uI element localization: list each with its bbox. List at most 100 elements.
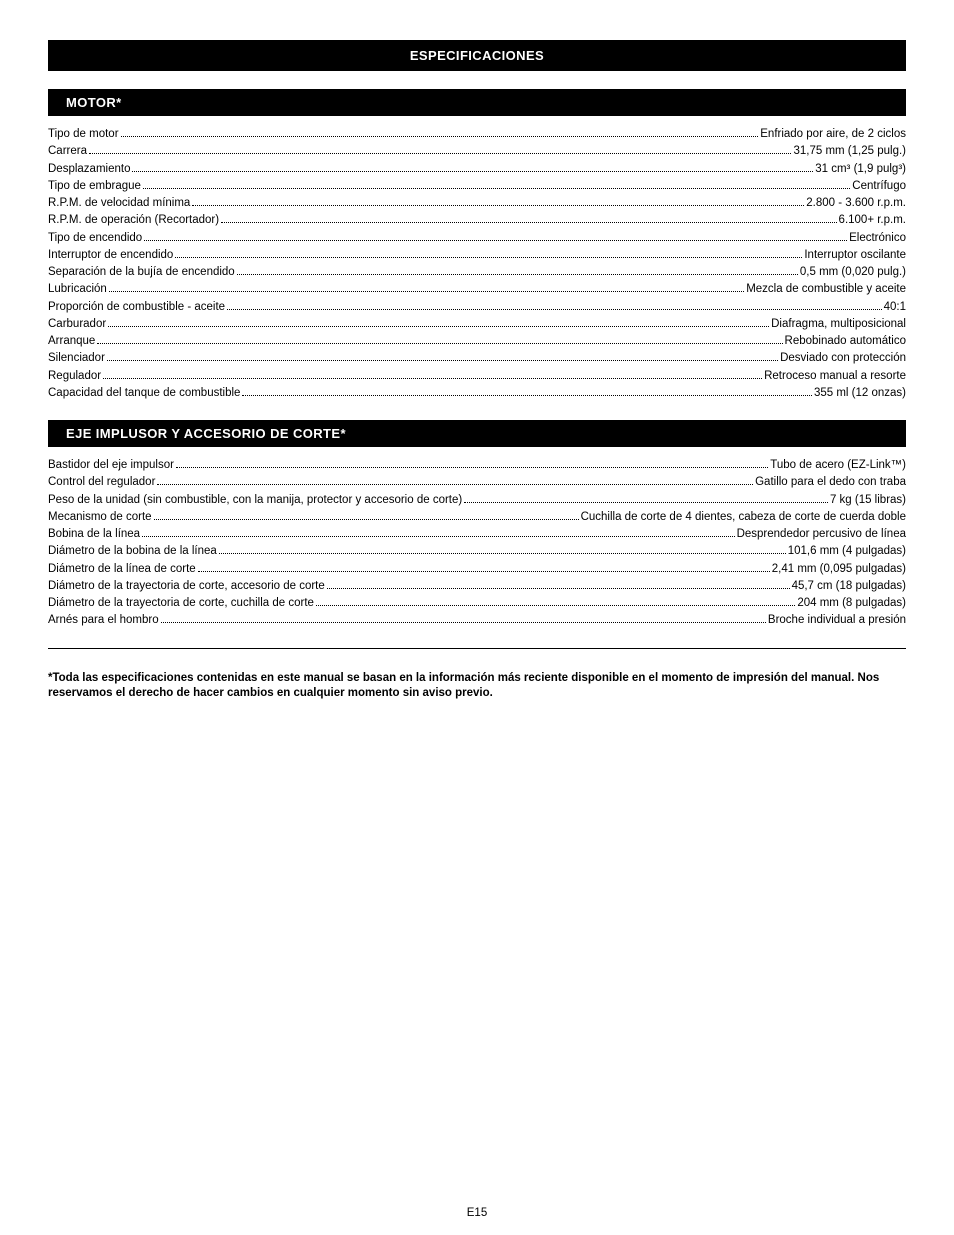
spec-row: Interruptor de encendido Interruptor osci… bbox=[48, 247, 906, 264]
dot-leader bbox=[107, 360, 778, 361]
spec-row: R.P.M. de operación (Recortador) 6.100+ r… bbox=[48, 212, 906, 229]
spec-value: Interruptor oscilante bbox=[804, 247, 906, 264]
spec-label: Tipo de encendido bbox=[48, 230, 142, 247]
spec-row: Peso de la unidad (sin combustible, con … bbox=[48, 492, 906, 509]
spec-value: 7 kg (15 libras) bbox=[830, 492, 906, 509]
dot-leader bbox=[221, 222, 836, 223]
spec-value: 40:1 bbox=[884, 299, 906, 316]
spec-label: Bobina de la línea bbox=[48, 526, 140, 543]
spec-label: Arnés para el hombro bbox=[48, 612, 159, 629]
spec-label: Carburador bbox=[48, 316, 106, 333]
spec-value: Centrífugo bbox=[852, 178, 906, 195]
spec-label: Separación de la bujía de encendido bbox=[48, 264, 235, 281]
dot-leader bbox=[154, 519, 579, 520]
spec-label: Capacidad del tanque de combustible bbox=[48, 385, 240, 402]
spec-label: Diámetro de la línea de corte bbox=[48, 561, 196, 578]
spec-label: Interruptor de encendido bbox=[48, 247, 173, 264]
dot-leader bbox=[103, 378, 762, 379]
spec-row: SilenciadorDesviado con protección bbox=[48, 350, 906, 367]
spec-row: Tipo de embrague Centrífugo bbox=[48, 178, 906, 195]
spec-row: Mecanismo de corte Cuchilla de corte de 4… bbox=[48, 509, 906, 526]
spec-row: Diámetro de la línea de corte 2,41 mm (0,… bbox=[48, 561, 906, 578]
spec-value: Electrónico bbox=[849, 230, 906, 247]
spec-row: Tipo de encendido Electrónico bbox=[48, 230, 906, 247]
spec-value: Desprendedor percusivo de línea bbox=[737, 526, 906, 543]
spec-label: Tipo de motor bbox=[48, 126, 119, 143]
dot-leader bbox=[89, 153, 792, 154]
spec-label: Mecanismo de corte bbox=[48, 509, 152, 526]
spec-label: Proporción de combustible - aceite bbox=[48, 299, 225, 316]
spec-row: Regulador Retroceso manual a resorte bbox=[48, 368, 906, 385]
spec-row: Lubricación Mezcla de combustible y aceit… bbox=[48, 281, 906, 298]
page-title-bar: ESPECIFICACIONES bbox=[48, 40, 906, 71]
spec-row: Capacidad del tanque de combustible355 m… bbox=[48, 385, 906, 402]
dot-leader bbox=[327, 588, 790, 589]
spec-value: 31,75 mm (1,25 pulg.) bbox=[793, 143, 906, 160]
dot-leader bbox=[237, 274, 798, 275]
spec-value: Rebobinado automático bbox=[785, 333, 906, 350]
spec-value: Cuchilla de corte de 4 dientes, cabeza d… bbox=[581, 509, 906, 526]
dot-leader bbox=[176, 467, 768, 468]
spec-row: Tipo de motor Enfriado por aire, de 2 cic… bbox=[48, 126, 906, 143]
dot-leader bbox=[227, 309, 882, 310]
spec-list: Tipo de motor Enfriado por aire, de 2 cic… bbox=[48, 126, 906, 402]
page-number: E15 bbox=[0, 1207, 954, 1219]
divider bbox=[48, 648, 906, 649]
spec-label: Diámetro de la trayectoria de corte, acc… bbox=[48, 578, 325, 595]
spec-row: Separación de la bujía de encendido 0,5 m… bbox=[48, 264, 906, 281]
dot-leader bbox=[161, 622, 766, 623]
spec-label: Arranque bbox=[48, 333, 95, 350]
dot-leader bbox=[198, 571, 770, 572]
spec-row: Diámetro de la trayectoria de corte, acc… bbox=[48, 578, 906, 595]
dot-leader bbox=[144, 240, 847, 241]
dot-leader bbox=[316, 605, 795, 606]
dot-leader bbox=[175, 257, 802, 258]
dot-leader bbox=[142, 536, 735, 537]
sections-container: MOTOR* Tipo de motor Enfriado por aire, de… bbox=[48, 89, 906, 630]
spec-value: Gatillo para el dedo con traba bbox=[755, 474, 906, 491]
section-heading: MOTOR* bbox=[48, 89, 906, 116]
spec-value: Desviado con protección bbox=[780, 350, 906, 367]
spec-label: Control del regulador bbox=[48, 474, 155, 491]
section-heading: EJE IMPLUSOR Y ACCESORIO DE CORTE* bbox=[48, 420, 906, 447]
spec-value: Enfriado por aire, de 2 ciclos bbox=[760, 126, 906, 143]
spec-row: Carrera31,75 mm (1,25 pulg.) bbox=[48, 143, 906, 160]
spec-label: R.P.M. de velocidad mínima bbox=[48, 195, 190, 212]
spec-label: Bastidor del eje impulsor bbox=[48, 457, 174, 474]
spec-value: 45,7 cm (18 pulgadas) bbox=[792, 578, 906, 595]
page-title: ESPECIFICACIONES bbox=[410, 48, 544, 63]
spec-label: Regulador bbox=[48, 368, 101, 385]
spec-row: R.P.M. de velocidad mínima2.800 - 3.600 … bbox=[48, 195, 906, 212]
spec-value: 31 cm³ (1,9 pulg³) bbox=[815, 161, 906, 178]
spec-label: Desplazamiento bbox=[48, 161, 130, 178]
spec-row: Diámetro de la trayectoria de corte, cuc… bbox=[48, 595, 906, 612]
dot-leader bbox=[464, 502, 828, 503]
spec-row: Bastidor del eje impulsorTubo de acero (… bbox=[48, 457, 906, 474]
spec-row: Bobina de la línea Desprendedor percusivo… bbox=[48, 526, 906, 543]
spec-value: 0,5 mm (0,020 pulg.) bbox=[800, 264, 906, 281]
spec-row: Diámetro de la bobina de la línea101,6 m… bbox=[48, 543, 906, 560]
spec-list: Bastidor del eje impulsorTubo de acero (… bbox=[48, 457, 906, 630]
spec-value: Retroceso manual a resorte bbox=[764, 368, 906, 385]
dot-leader bbox=[157, 484, 753, 485]
spec-label: R.P.M. de operación (Recortador) bbox=[48, 212, 219, 229]
spec-value: 2,41 mm (0,095 pulgadas) bbox=[772, 561, 906, 578]
spec-row: Desplazamiento 31 cm³ (1,9 pulg³) bbox=[48, 161, 906, 178]
dot-leader bbox=[132, 171, 813, 172]
spec-value: 204 mm (8 pulgadas) bbox=[797, 595, 906, 612]
spec-row: Proporción de combustible - aceite 40:1 bbox=[48, 299, 906, 316]
spec-value: Mezcla de combustible y aceite bbox=[746, 281, 906, 298]
spec-value: 6.100+ r.p.m. bbox=[839, 212, 906, 229]
dot-leader bbox=[242, 395, 812, 396]
spec-row: Control del regulador Gatillo para el ded… bbox=[48, 474, 906, 491]
spec-label: Lubricación bbox=[48, 281, 107, 298]
dot-leader bbox=[192, 205, 804, 206]
spec-value: Broche individual a presión bbox=[768, 612, 906, 629]
spec-label: Tipo de embrague bbox=[48, 178, 141, 195]
dot-leader bbox=[121, 136, 759, 137]
spec-label: Peso de la unidad (sin combustible, con … bbox=[48, 492, 462, 509]
spec-row: Arranque Rebobinado automático bbox=[48, 333, 906, 350]
dot-leader bbox=[109, 291, 744, 292]
spec-label: Diámetro de la trayectoria de corte, cuc… bbox=[48, 595, 314, 612]
page: ESPECIFICACIONES MOTOR* Tipo de motor Enfr… bbox=[0, 0, 954, 1235]
